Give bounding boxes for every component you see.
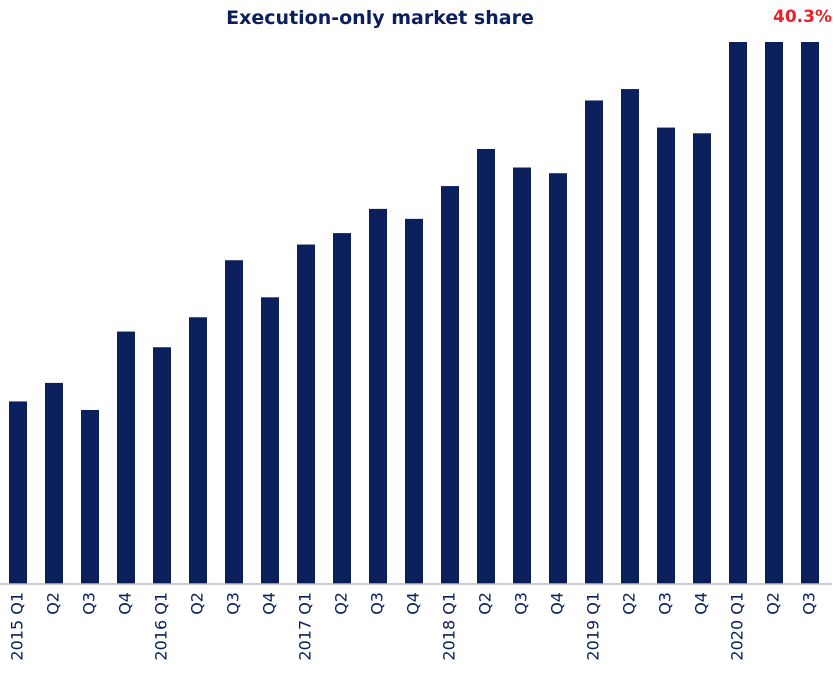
bar [801,42,819,584]
x-tick-label: Q3 [800,592,819,615]
bar [441,186,459,584]
x-tick-label: 2017 Q1 [296,592,315,661]
x-tick-label: Q4 [404,592,423,615]
plot-area [9,42,819,585]
bar [477,148,495,584]
bar [153,347,171,584]
x-tick-label: Q3 [512,592,531,615]
bar [45,382,63,584]
bar [657,127,675,584]
bar [297,244,315,584]
x-tick-label: Q3 [368,592,387,615]
x-tick-label: Q4 [116,592,135,615]
x-tick-label: Q3 [80,592,99,615]
bar [81,409,99,584]
data-label: 40.3% [773,7,832,27]
bar [549,173,567,584]
x-tick-label: Q2 [764,592,783,615]
bar [693,133,711,584]
x-tick-label: Q4 [260,592,279,615]
x-tick-label: Q2 [44,592,63,615]
bar [621,89,639,584]
bar [513,167,531,584]
bar [729,42,747,585]
chart-title: Execution-only market share [226,7,534,29]
bar [765,42,783,584]
bar [333,233,351,584]
bar [261,297,279,584]
bar [9,401,27,584]
x-tick-label: Q3 [656,592,675,615]
bar [369,208,387,584]
bar [117,331,135,584]
x-tick-label: Q4 [692,592,711,615]
x-tick-label: 2018 Q1 [440,592,459,661]
bar [189,317,207,584]
x-tick-label: Q2 [620,592,639,615]
x-tick-label: 2019 Q1 [584,592,603,661]
x-tick-label: Q2 [332,592,351,615]
x-tick-label: Q2 [476,592,495,615]
bar [405,218,423,584]
bar [225,260,243,584]
x-tick-label: Q3 [224,592,243,615]
x-tick-label: Q4 [548,592,567,615]
x-tick-label: 2015 Q1 [8,592,27,661]
x-tick-label: 2016 Q1 [152,592,171,661]
x-tick-label: 2020 Q1 [728,592,747,661]
bar [585,100,603,585]
x-tick-label: Q2 [188,592,207,615]
